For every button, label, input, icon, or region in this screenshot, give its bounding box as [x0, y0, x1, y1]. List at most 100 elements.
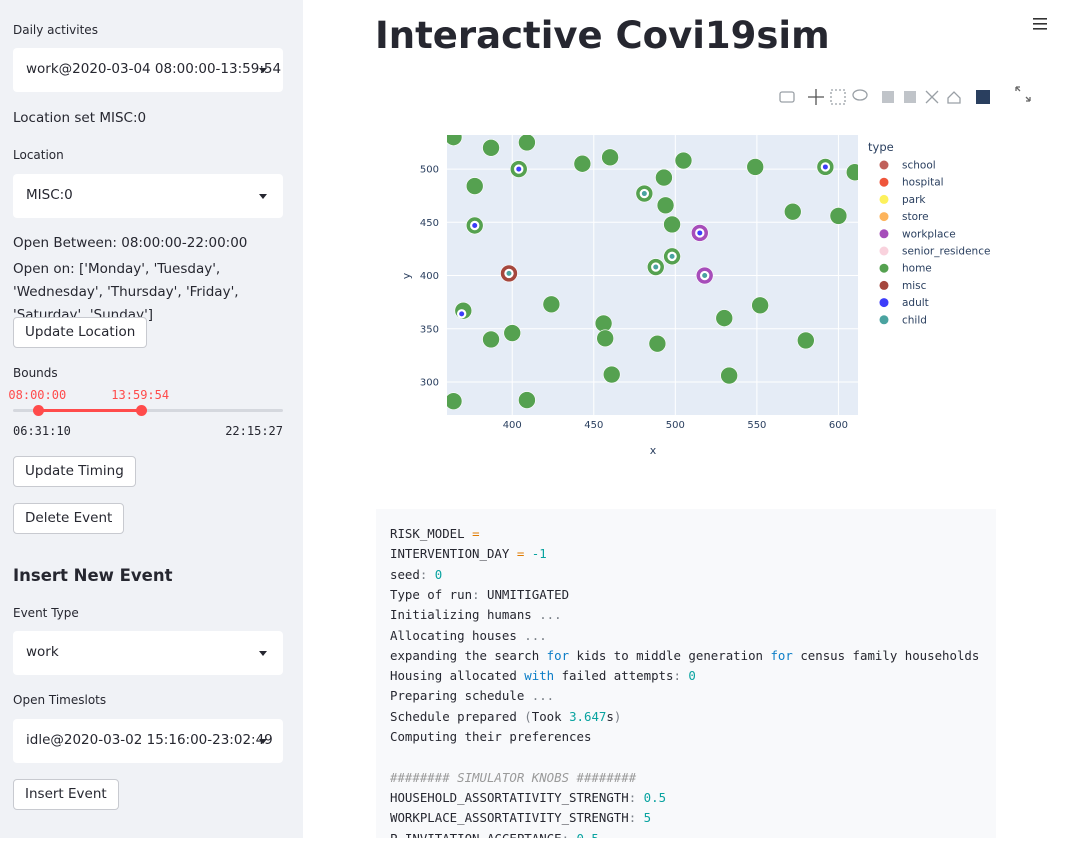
code-line: P_INVITATION_ACCEPTANCE: 0.5: [390, 830, 599, 839]
button[interactable]: Update Location: [13, 317, 148, 348]
point: [482, 330, 500, 349]
point: [470, 220, 480, 231]
point: [602, 365, 621, 384]
slider-high-label: 13:59:54: [111, 388, 170, 402]
y-tick-label: 500: [420, 165, 439, 176]
page-title: Interactive Covi19sim: [375, 14, 830, 57]
box-select-icon[interactable]: [830, 89, 846, 105]
select-value: MISC:0: [26, 187, 73, 203]
point: [482, 138, 500, 157]
legend-marker: [879, 246, 889, 256]
point: [829, 207, 848, 225]
slider-min: 06:31:10: [13, 424, 71, 438]
code-line: Initializing humans ...: [390, 607, 562, 623]
point: [674, 151, 693, 170]
select[interactable]: idle@2020-03-02 15:16:00-23:02:49: [13, 719, 283, 763]
slider: 08:00:00 13:59:54 06:31:10 22:15:27: [0, 385, 303, 440]
label: Daily activites: [13, 23, 98, 37]
point: [465, 177, 484, 195]
slider-handle[interactable]: [135, 405, 147, 416]
zoom-out-icon[interactable]: [904, 91, 916, 103]
legend-label: store: [902, 211, 929, 223]
point: [695, 228, 705, 238]
legend-label: child: [902, 314, 927, 326]
slider-max: 22:15:27: [225, 424, 283, 438]
select[interactable]: MISC:0: [13, 174, 283, 218]
legend-title: type: [868, 140, 894, 154]
toolbar: [779, 86, 1031, 105]
point: [648, 334, 667, 353]
point: [820, 162, 831, 172]
select[interactable]: work: [13, 631, 283, 675]
point: [845, 163, 858, 182]
code-line: Housing allocated with failed attempts: …: [390, 668, 696, 684]
slider-handle[interactable]: [32, 405, 44, 416]
y-tick-label: 450: [420, 218, 439, 229]
code-line: Computing their preferences: [390, 729, 592, 744]
menu-icon[interactable]: [1032, 16, 1048, 32]
code-line: Schedule prepared (Took 3.647s): [390, 708, 622, 724]
fullscreen-icon[interactable]: [1015, 86, 1031, 102]
code-line: Preparing schedule ...: [390, 688, 555, 704]
legend-marker: [879, 280, 889, 290]
point: [751, 296, 769, 315]
point: [456, 309, 467, 319]
point: [746, 158, 765, 176]
code-line: WORKPLACE_ASSORTATIVITY_STRENGTH: 5: [390, 810, 652, 826]
legend-marker: [879, 229, 889, 239]
point: [573, 154, 592, 173]
point: [655, 168, 673, 187]
legend-label: school: [902, 160, 936, 172]
button[interactable]: Insert Event: [13, 779, 119, 810]
legend-label: senior_residence: [902, 246, 990, 258]
button[interactable]: Update Timing: [13, 456, 136, 487]
zoom-in-icon[interactable]: [882, 91, 894, 103]
text: Open Between: 08:00:00-22:00:00: [13, 235, 248, 251]
x-tick-label: 400: [503, 420, 522, 431]
legend-label: home: [902, 263, 932, 275]
point: [594, 314, 613, 333]
sidebar: Daily activites work@2020-03-04 08:00:00…: [0, 0, 303, 838]
lasso-icon[interactable]: [852, 89, 868, 101]
x-tick-label: 550: [747, 420, 766, 431]
legend-marker: [879, 315, 889, 325]
y-tick-label: 400: [420, 271, 439, 282]
slider-range: [38, 409, 142, 412]
code-line: ######## SIMULATOR KNOBS ########: [390, 769, 637, 785]
chart: x y type school hospital park store workplac…: [400, 86, 1031, 457]
point: [518, 135, 536, 152]
x-axis-label: x: [650, 444, 657, 457]
point: [797, 331, 815, 350]
button[interactable]: Delete Event: [13, 503, 125, 534]
y-axis-label: y: [400, 272, 413, 279]
code-line: HOUSEHOLD_ASSORTATIVITY_STRENGTH: 0.5: [390, 789, 667, 805]
code-line: Allocating houses ...: [390, 627, 547, 643]
point: [651, 262, 661, 272]
point: [715, 309, 734, 327]
point: [514, 164, 524, 174]
legend-label: hospital: [902, 177, 944, 189]
code-line: Type of run: UNMITIGATED: [390, 586, 570, 602]
point: [601, 148, 619, 167]
camera-icon[interactable]: [779, 91, 795, 103]
pan-icon[interactable]: [808, 89, 824, 105]
legend-label: misc: [902, 280, 927, 292]
code-line: RISK_MODEL =: [390, 526, 480, 541]
select-value: idle@2020-03-02 15:16:00-23:02:49: [26, 732, 273, 748]
legend-marker: [879, 298, 889, 308]
legend-marker: [879, 160, 889, 170]
point: [639, 188, 650, 199]
autoscale-icon[interactable]: [925, 90, 939, 104]
point: [667, 251, 677, 262]
text: Location set MISC:0: [13, 110, 147, 126]
code-line: INTERVENTION_DAY = -1: [390, 546, 547, 562]
code-line: seed: 0: [390, 566, 443, 582]
plotly-logo[interactable]: [976, 90, 990, 104]
y-tick-label: 300: [420, 377, 439, 388]
point: [656, 196, 675, 215]
point: [783, 202, 802, 221]
reset-icon[interactable]: [947, 91, 961, 104]
point: [663, 215, 681, 234]
slider-low-label: 08:00:00: [8, 388, 67, 402]
select[interactable]: work@2020-03-04 08:00:00-13:59:54: [13, 48, 283, 92]
